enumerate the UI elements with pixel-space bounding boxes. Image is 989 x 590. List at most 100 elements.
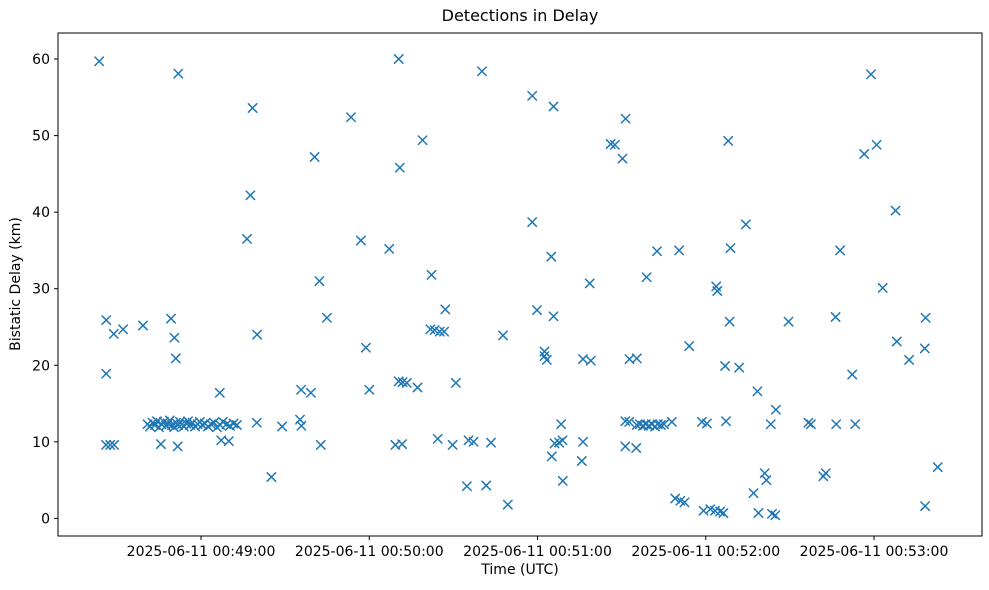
y-tick-label: 60 xyxy=(32,52,50,68)
scatter-marker xyxy=(231,420,242,430)
scatter-marker xyxy=(360,342,371,353)
scatter-marker xyxy=(666,416,677,427)
scatter-series xyxy=(94,54,943,521)
scatter-marker xyxy=(397,439,408,450)
scatter-marker xyxy=(734,362,745,373)
scatter-marker xyxy=(393,54,404,64)
scatter-marker xyxy=(208,417,219,428)
scatter-marker xyxy=(477,66,487,77)
scatter-marker xyxy=(321,312,332,323)
scatter-marker xyxy=(620,113,631,124)
scatter-marker xyxy=(652,246,662,257)
scatter-marker xyxy=(266,472,277,482)
scatter-marker xyxy=(679,497,690,508)
scatter-marker xyxy=(546,251,557,262)
scatter-marker xyxy=(101,368,112,379)
scatter-marker xyxy=(557,475,568,486)
scatter-marker xyxy=(655,420,666,430)
scatter-marker xyxy=(170,353,181,364)
scatter-marker xyxy=(752,386,763,397)
scatter-marker xyxy=(277,421,288,432)
scatter-marker xyxy=(439,326,450,337)
scatter-marker xyxy=(932,462,943,473)
scatter-marker xyxy=(346,112,356,123)
scatter-marker xyxy=(850,419,861,430)
scatter-marker xyxy=(891,336,902,347)
scatter-marker xyxy=(118,324,129,335)
scatter-marker xyxy=(309,152,320,162)
scatter-marker xyxy=(877,282,888,293)
scatter-marker xyxy=(578,354,588,365)
scatter-marker xyxy=(527,90,538,101)
scatter-marker xyxy=(384,243,395,254)
scatter-marker xyxy=(761,475,772,486)
scatter-marker xyxy=(641,272,652,283)
scatter-marker xyxy=(674,245,685,256)
scatter-marker xyxy=(242,233,252,244)
y-tick-label: 30 xyxy=(32,282,50,298)
scatter-marker xyxy=(315,439,326,450)
scatter-marker xyxy=(718,508,729,518)
scatter-marker xyxy=(295,414,305,425)
scatter-marker xyxy=(108,328,119,339)
scatter-marker xyxy=(468,436,479,447)
scatter-marker xyxy=(450,377,461,388)
scatter-marker xyxy=(541,354,552,365)
scatter-marker xyxy=(223,436,234,447)
scatter-marker xyxy=(173,68,184,79)
scatter-marker xyxy=(920,312,931,323)
scatter-marker xyxy=(740,219,751,230)
scatter-marker xyxy=(904,354,915,365)
scatter-marker xyxy=(919,343,930,354)
scatter-marker xyxy=(684,341,695,352)
scatter-marker xyxy=(486,437,496,448)
scatter-marker xyxy=(101,439,111,450)
y-tick-label: 20 xyxy=(32,358,50,374)
chart-title: Detections in Delay xyxy=(441,6,599,25)
scatter-marker xyxy=(624,416,635,427)
y-tick-label: 10 xyxy=(32,435,50,451)
scatter-marker xyxy=(871,139,882,150)
scatter-marker xyxy=(670,493,681,504)
scatter-marker xyxy=(724,316,735,327)
scatter-marker xyxy=(216,435,227,446)
scatter-marker xyxy=(620,441,631,452)
scatter-marker xyxy=(355,235,366,246)
scatter-marker xyxy=(920,501,931,512)
scatter-marker xyxy=(461,481,472,492)
scatter-marker xyxy=(830,312,841,322)
scatter-marker xyxy=(712,286,723,296)
scatter-marker xyxy=(548,101,559,112)
scatter-marker xyxy=(548,311,559,322)
scatter-marker xyxy=(609,139,620,150)
x-tick-label: 2025-06-11 00:51:00 xyxy=(463,544,612,560)
scatter-marker xyxy=(701,418,712,429)
scatter-marker xyxy=(556,419,567,430)
scatter-marker xyxy=(164,415,175,426)
scatter-marker xyxy=(835,245,846,256)
scatter-marker xyxy=(440,304,451,315)
scatter-marker xyxy=(172,441,183,452)
scatter-marker xyxy=(557,435,568,446)
scatter-marker xyxy=(296,384,307,395)
scatter-marker xyxy=(546,451,557,462)
scatter-marker xyxy=(890,205,901,216)
scatter-marker xyxy=(617,153,628,164)
scatter-marker xyxy=(245,190,256,201)
scatter-marker xyxy=(723,135,734,146)
scatter-marker xyxy=(527,217,538,228)
scatter-marker xyxy=(859,149,870,159)
scatter-marker xyxy=(401,377,412,388)
scatter-marker xyxy=(155,439,166,450)
scatter-marker xyxy=(426,269,437,280)
scatter-marker xyxy=(247,103,258,113)
scatter-marker xyxy=(721,416,731,427)
scatter-marker xyxy=(166,313,176,324)
scatter-marker xyxy=(447,439,458,450)
x-tick-label: 2025-06-11 00:49:00 xyxy=(127,544,276,560)
scatter-marker xyxy=(498,330,508,341)
scatter-marker xyxy=(206,419,217,430)
scatter-marker xyxy=(847,369,858,380)
